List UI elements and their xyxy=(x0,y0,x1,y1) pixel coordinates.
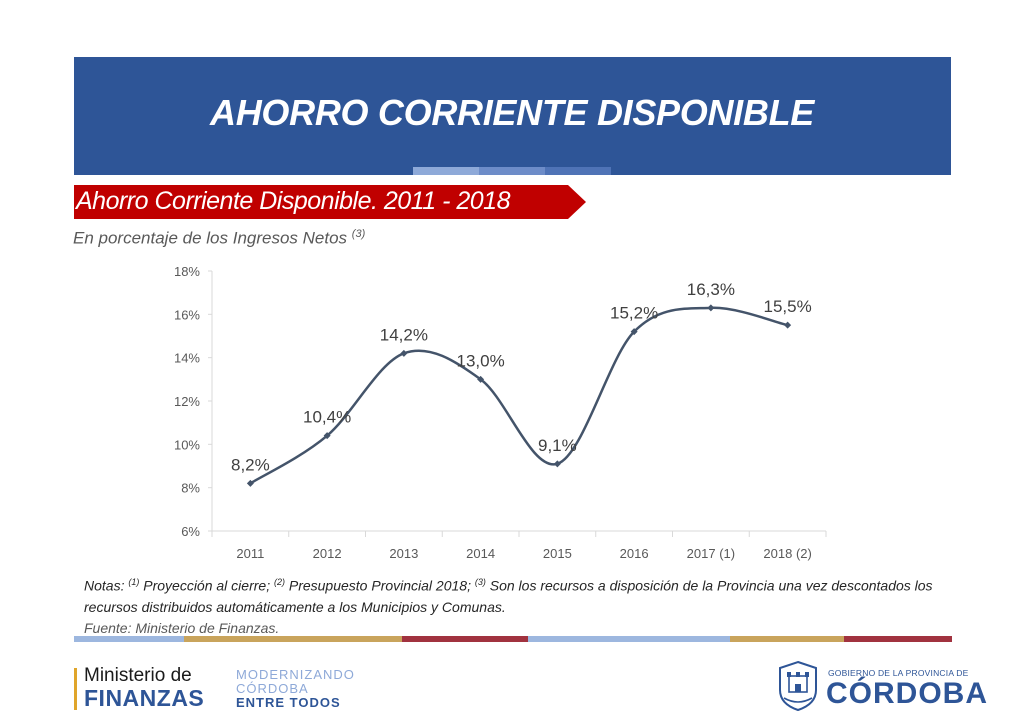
bottom-bar-4 xyxy=(528,636,730,642)
slogan-line-3: ENTRE TODOS xyxy=(236,695,341,710)
line-chart: 6% 8% 10% 12% 14% 16% 18% 2011 2012 2013 2014 2015 2… xyxy=(174,264,827,561)
x-tick-label: 2015 xyxy=(543,546,572,561)
banner-stripe-2 xyxy=(479,167,545,175)
data-point-marker xyxy=(246,479,254,487)
section-tag-shape xyxy=(74,185,586,219)
data-label: 10,4% xyxy=(303,408,351,427)
x-tick-label: 2011 xyxy=(236,546,264,561)
data-label: 13,0% xyxy=(457,351,505,370)
data-point-marker xyxy=(477,375,485,383)
y-tick-label: 10% xyxy=(174,437,200,452)
page-title: AHORRO CORRIENTE DISPONIBLE xyxy=(210,92,814,133)
source-note: Fuente: Ministerio de Finanzas. xyxy=(84,619,280,636)
gobierno-label: GOBIERNO DE LA PROVINCIA DE xyxy=(828,668,969,678)
bottom-bar-2 xyxy=(184,636,402,642)
section-tag-label: Ahorro Corriente Disponible. 2011 - 2018 xyxy=(76,187,510,215)
data-label: 9,1% xyxy=(538,436,577,455)
notes-text: Notas: (1) Proyección al cierre; (2) Pre… xyxy=(84,572,984,618)
note-2-text: Presupuesto Provincial 2018; xyxy=(288,577,471,594)
subtitle-note-ref: (3) xyxy=(351,228,366,240)
data-label: 16,3% xyxy=(687,280,735,299)
ministerio-accent-bar xyxy=(74,668,77,710)
data-label: 14,2% xyxy=(380,325,428,344)
chart-subtitle: En porcentaje de los Ingresos Netos (3) xyxy=(73,228,365,249)
note-2-ref: (2) xyxy=(273,577,285,587)
x-tick-label: 2012 xyxy=(313,546,342,561)
data-point-marker xyxy=(400,349,408,357)
ministerio-line-1: Ministerio de xyxy=(84,665,192,686)
ministerio-line-2: FINANZAS xyxy=(84,685,205,711)
y-tick-label: 14% xyxy=(174,351,200,366)
subtitle-text: En porcentaje de los Ingresos Netos xyxy=(73,228,348,248)
bottom-bar-6 xyxy=(844,636,952,642)
cordoba-seal-icon xyxy=(779,660,817,712)
note-3-ref: (3) xyxy=(474,577,486,587)
banner-stripe-1 xyxy=(413,167,479,175)
y-tick-label: 12% xyxy=(174,394,200,409)
slogan-line-2: CÓRDOBA xyxy=(236,681,309,696)
x-tick-label: 2017 (1) xyxy=(687,546,735,561)
note-1-text: Proyección al cierre; xyxy=(143,577,271,594)
bottom-bar-3 xyxy=(402,636,528,642)
slogan-line-1: MODERNIZANDO xyxy=(236,667,355,682)
y-tick-label: 18% xyxy=(174,264,200,279)
bottom-bar-5 xyxy=(730,636,844,642)
x-tick-label: 2014 xyxy=(466,546,495,561)
bottom-bar-1 xyxy=(74,636,184,642)
data-label: 8,2% xyxy=(231,455,270,474)
note-3-text: Son los recursos a disposición de la Pro… xyxy=(84,577,933,615)
series-line xyxy=(249,306,788,485)
y-tick-label: 16% xyxy=(174,307,200,322)
y-tick-label: 8% xyxy=(181,481,200,496)
x-tick-label: 2018 (2) xyxy=(763,546,811,561)
x-tick-label: 2013 xyxy=(389,546,418,561)
data-point-marker xyxy=(707,304,715,312)
note-1-ref: (1) xyxy=(128,577,140,587)
y-tick-label: 6% xyxy=(181,524,200,539)
data-label: 15,5% xyxy=(764,297,812,316)
cordoba-wordmark: CÓRDOBA xyxy=(826,677,988,710)
title-banner xyxy=(74,57,951,175)
banner-stripe-3 xyxy=(545,167,611,175)
notes-prefix: Notas: xyxy=(84,577,125,594)
data-label: 15,2% xyxy=(610,304,658,323)
data-point-marker xyxy=(784,321,792,329)
chart-notes: Notas: (1) Proyección al cierre; (2) Pre… xyxy=(84,572,984,639)
data-point-marker xyxy=(323,432,331,440)
data-point-marker xyxy=(630,328,638,336)
data-point-marker xyxy=(553,460,561,468)
x-tick-label: 2016 xyxy=(620,546,649,561)
